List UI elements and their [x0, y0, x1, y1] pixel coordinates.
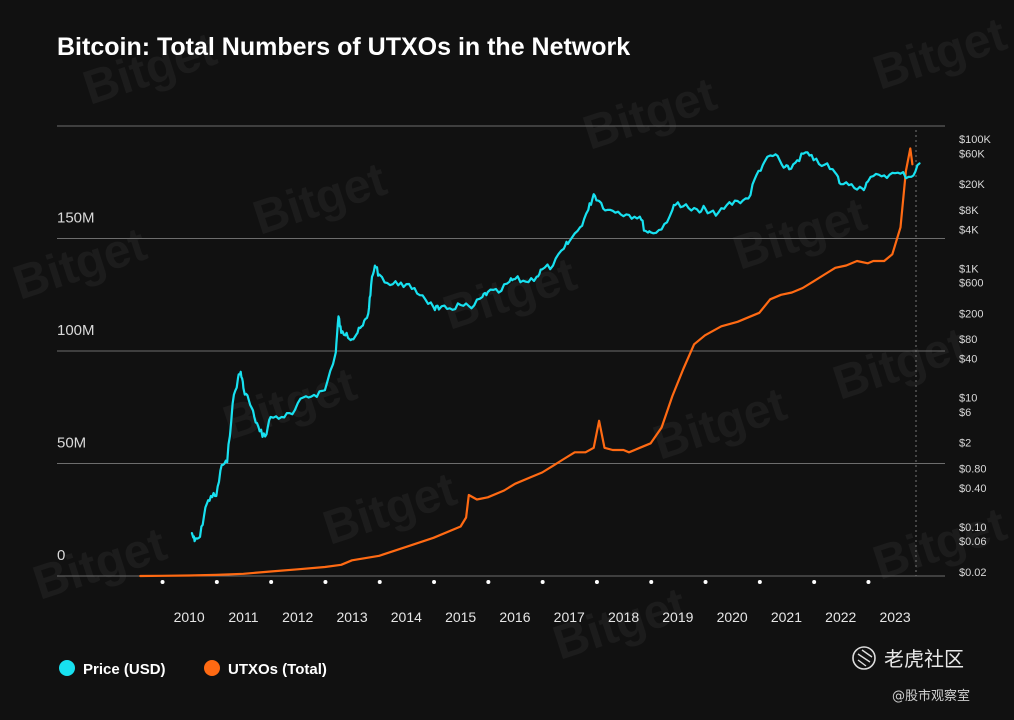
community-name: 老虎社区	[884, 647, 964, 671]
x-tick-label: 2011	[228, 609, 258, 625]
y-right-tick-label: $0.10	[959, 522, 987, 534]
x-tick-dot	[214, 580, 219, 584]
watermark-text: Bitget	[867, 8, 1013, 100]
x-tick-label: 2020	[717, 609, 748, 625]
x-tick-label: 2010	[174, 609, 205, 625]
community-brand: 老虎社区	[852, 646, 964, 671]
y-right-tick-label: $80	[959, 334, 977, 346]
watermark-text: Bitget	[217, 358, 363, 450]
x-tick-dot	[486, 580, 491, 584]
x-tick-label: 2018	[608, 609, 639, 625]
x-tick-dot	[649, 580, 654, 584]
y-right-tick-label: $200	[959, 308, 983, 320]
y-right-tick-label: $60K	[959, 148, 985, 160]
legend: Price (USD) UTXOs (Total)	[59, 660, 327, 678]
watermark-text: Bitget	[727, 188, 873, 280]
tiger-logo-icon	[852, 646, 876, 670]
watermark-text: Bitget	[647, 378, 793, 470]
y-right-tick-label: $1K	[959, 263, 979, 275]
watermark-text: Bitget	[247, 153, 393, 245]
x-tick-dot	[594, 580, 599, 584]
x-tick-label: 2023	[879, 609, 910, 625]
y-right-tick-label: $600	[959, 278, 983, 290]
x-tick-dot	[757, 580, 762, 584]
watermark-text: Bitget	[27, 518, 173, 610]
x-tick-dot	[160, 580, 165, 584]
x-tick-dot	[377, 580, 382, 584]
y-left-tick-label: 50M	[57, 435, 86, 452]
x-tick-label: 2013	[336, 609, 367, 625]
y-right-tick-label: $0.80	[959, 463, 987, 475]
y-right-tick-label: $6	[959, 407, 971, 419]
watermark-text: Bitget	[577, 68, 723, 160]
y-left-tick-label: 0	[57, 547, 65, 564]
watermark-text: Bitget	[867, 498, 1013, 590]
y-right-tick-label: $2	[959, 438, 971, 450]
y-right-tick-label: $8K	[959, 205, 979, 217]
x-tick-label: 2022	[825, 609, 856, 625]
y-right-tick-label: $40	[959, 354, 977, 366]
watermark-text: Bitget	[317, 463, 463, 555]
x-tick-label: 2015	[445, 609, 476, 625]
legend-label-utxos: UTXOs (Total)	[228, 661, 327, 678]
series-line-price	[190, 151, 921, 543]
chart-title: Bitcoin: Total Numbers of UTXOs in the N…	[57, 33, 630, 61]
y-axis-left: 0 50M 100M 150M	[57, 210, 95, 565]
x-tick-dot	[323, 580, 328, 584]
y-right-tick-label: $10	[959, 393, 977, 405]
x-tick-dot	[540, 580, 545, 584]
x-tick-label: 2014	[391, 609, 422, 625]
y-right-tick-label: $0.06	[959, 536, 987, 548]
x-tick-dot	[703, 580, 708, 584]
author-handle: @股市观察室	[892, 688, 970, 704]
x-tick-label: 2021	[771, 609, 802, 625]
watermark-text: Bitget	[437, 248, 583, 340]
legend-swatch-price	[59, 660, 75, 676]
x-tick-label: 2019	[662, 609, 693, 625]
watermark-text: Bitget	[827, 318, 973, 410]
x-tick-label: 2017	[554, 609, 585, 625]
gridlines	[57, 125, 945, 577]
watermark-layer: BitgetBitgetBitgetBitgetBitgetBitgetBitg…	[7, 8, 1013, 670]
y-right-tick-label: $0.40	[959, 483, 987, 495]
x-axis: 2010 2011 2012 2013 2014 2015 2016 2017 2018 2019…	[160, 580, 911, 625]
x-tick-dot	[866, 580, 871, 584]
y-right-tick-label: $20K	[959, 179, 985, 191]
x-tick-dot	[812, 580, 817, 584]
x-tick-label: 2016	[499, 609, 530, 625]
x-tick-dot	[269, 580, 274, 584]
tiger-logo-stripes-icon	[857, 649, 873, 667]
y-left-tick-label: 150M	[57, 210, 95, 227]
legend-label-price: Price (USD)	[83, 661, 166, 678]
x-tick-dot	[432, 580, 437, 584]
watermark-text: Bitget	[7, 218, 153, 310]
y-axis-right: $100K $60K $20K $8K $4K $1K $600 $200 $80 $40 $10 $…	[959, 134, 991, 579]
legend-swatch-utxos	[204, 660, 220, 676]
y-right-tick-label: $4K	[959, 224, 979, 236]
series-line-utxos	[139, 147, 914, 578]
y-right-tick-label: $0.02	[959, 567, 987, 579]
x-tick-label: 2012	[282, 609, 313, 625]
y-left-tick-label: 100M	[57, 322, 95, 339]
y-right-tick-label: $100K	[959, 134, 991, 146]
